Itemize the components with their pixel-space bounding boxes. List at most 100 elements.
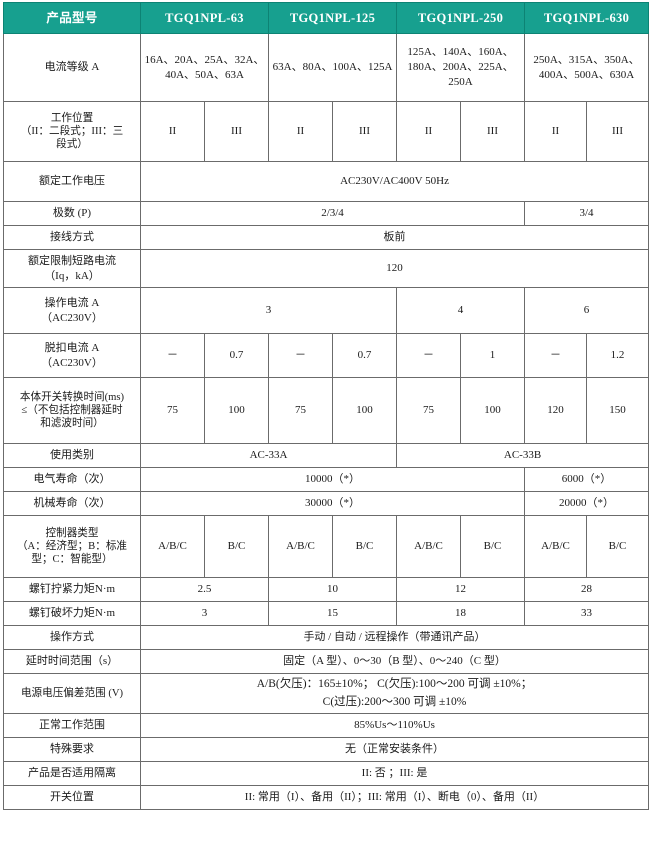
cell-mechanical-life-0: 30000（*） [139, 491, 526, 516]
cell-utilization-category-0: AC-33A [139, 443, 398, 468]
cell-controller-type-6: A/B/C [524, 515, 588, 578]
cell-normal-operating-range-0: 85%Us～110%Us [139, 713, 650, 738]
table-row-wiring-method: 接线方式 板前 [3, 225, 650, 250]
row-label-short-circuit-current-line2: （Iq，kA） [44, 269, 100, 282]
row-label-working-position-line1: 工作位置 [50, 112, 94, 124]
row-label-utilization-category: 使用类别 [3, 443, 141, 468]
row-label-switch-position: 开关位置 [3, 785, 141, 810]
table-row-controller-type: 控制器类型 （A：经济型；B：标准 型；C：智能型） A/B/C B/C A/B… [3, 515, 650, 578]
cell-breaking-torque-1: 15 [268, 601, 398, 626]
row-label-delay-time-range: 延时时间范围（s） [3, 649, 141, 674]
cell-voltage-deviation-line1: A/B(欠压)：165±10%； C(欠压):100～200 可调 ±10%； [256, 678, 533, 691]
header-model-2: TGQ1NPL-250 [396, 2, 526, 34]
cell-special-requirements-0: 无（正常安装条件） [139, 737, 650, 762]
cell-current-rating-1: 63A、80A、100A、125A [268, 33, 398, 102]
cell-switching-time-3: 100 [332, 377, 398, 444]
cell-switch-position-0: II: 常用（I）、备用（II）；III: 常用（I）、断电（0）、备用（II） [139, 785, 650, 810]
row-label-operating-current-line2: （AC230V） [41, 311, 103, 324]
row-label-working-position: 工作位置 （II：二段式；III：三 段式） [3, 101, 141, 162]
cell-poles-0: 2/3/4 [139, 201, 526, 226]
cell-switching-time-6: 120 [524, 377, 588, 444]
cell-switching-time-7: 150 [586, 377, 650, 444]
cell-tightening-torque-3: 28 [524, 577, 650, 602]
cell-tightening-torque-1: 10 [268, 577, 398, 602]
cell-rated-voltage-0: AC230V/AC400V 50Hz [139, 161, 650, 202]
table-row-short-circuit-current: 额定限制短路电流 （Iq，kA） 120 [3, 249, 650, 288]
row-label-tightening-torque: 螺钉拧紧力矩N·m [3, 577, 141, 602]
row-label-normal-operating-range: 正常工作范围 [3, 713, 141, 738]
cell-working-position-5: III [460, 101, 526, 162]
row-label-operating-current: 操作电流 A （AC230V） [3, 287, 141, 334]
cell-current-rating-2: 125A、140A、160A、180A、200A、225A、250A [396, 33, 526, 102]
cell-working-position-0: II [140, 101, 205, 162]
row-label-controller-type-line1: 控制器类型 [45, 527, 99, 539]
table-row-tightening-torque: 螺钉拧紧力矩N·m 2.5 10 12 28 [3, 577, 650, 602]
cell-breaking-torque-2: 18 [396, 601, 526, 626]
row-label-wiring-method: 接线方式 [3, 225, 141, 250]
row-label-electrical-life: 电气寿命（次） [3, 467, 141, 492]
header-model-3: TGQ1NPL-630 [524, 2, 650, 34]
table-row-trip-current: 脱扣电流 A （AC230V） － 0.7 － 0.7 － 1 － 1.2 [3, 333, 650, 378]
table-row-operating-current: 操作电流 A （AC230V） 3 4 6 [3, 287, 650, 334]
cell-breaking-torque-0: 3 [139, 601, 270, 626]
table-row-special-requirements: 特殊要求 无（正常安装条件） [3, 737, 650, 762]
row-label-controller-type: 控制器类型 （A：经济型；B：标准 型；C：智能型） [3, 515, 141, 578]
table-row-switching-time: 本体开关转换时间(ms) ≤（不包括控制器延时 和滤波时间） 75 100 75… [3, 377, 650, 444]
row-label-trip-current: 脱扣电流 A （AC230V） [3, 333, 141, 378]
cell-trip-current-7: 1.2 [586, 333, 650, 378]
cell-utilization-category-1: AC-33B [396, 443, 650, 468]
cell-breaking-torque-3: 33 [524, 601, 650, 626]
cell-working-position-4: II [396, 101, 462, 162]
row-label-poles: 极数 (P) [3, 201, 141, 226]
cell-trip-current-1: 0.7 [203, 333, 270, 378]
cell-tightening-torque-2: 12 [396, 577, 526, 602]
table-row-electrical-life: 电气寿命（次） 10000（*） 6000（*） [3, 467, 650, 492]
cell-trip-current-4: － [396, 333, 462, 378]
table-row-working-position: 工作位置 （II：二段式；III：三 段式） II III II III II … [3, 101, 650, 162]
cell-wiring-method-0: 板前 [139, 225, 650, 250]
cell-operating-current-1: 4 [396, 287, 526, 334]
table-row-utilization-category: 使用类别 AC-33A AC-33B [3, 443, 650, 468]
cell-mechanical-life-1: 20000（*） [524, 491, 650, 516]
table-row-delay-time-range: 延时时间范围（s） 固定（A 型）、0～30（B 型）、0～240（C 型） [3, 649, 650, 674]
cell-operating-current-0: 3 [139, 287, 398, 334]
row-label-trip-current-line2: （AC230V） [41, 356, 103, 369]
row-label-special-requirements: 特殊要求 [3, 737, 141, 762]
cell-trip-current-6: － [524, 333, 588, 378]
row-label-mechanical-life: 机械寿命（次） [3, 491, 141, 516]
cell-switching-time-4: 75 [396, 377, 462, 444]
row-label-working-position-line3: 段式） [56, 139, 88, 151]
cell-controller-type-7: B/C [586, 515, 650, 578]
cell-switching-time-1: 100 [203, 377, 270, 444]
row-label-short-circuit-current: 额定限制短路电流 （Iq，kA） [3, 249, 141, 288]
row-label-rated-voltage: 额定工作电压 [3, 161, 141, 202]
table-row-voltage-deviation: 电源电压偏差范围 (V) A/B(欠压)：165±10%； C(欠压):100～… [3, 673, 650, 714]
table-row-isolation-suitability: 产品是否适用隔离 II: 否 ；III: 是 [3, 761, 650, 786]
table-row-switch-position: 开关位置 II: 常用（I）、备用（II）；III: 常用（I）、断电（0）、备… [3, 785, 650, 810]
cell-operating-current-2: 6 [524, 287, 650, 334]
specification-table: 产品型号 TGQ1NPL-63 TGQ1NPL-125 TGQ1NPL-250 … [3, 2, 650, 810]
cell-short-circuit-current-0: 120 [139, 249, 650, 288]
row-label-controller-type-line2: （A：经济型；B：标准 [16, 540, 128, 552]
row-label-switching-time: 本体开关转换时间(ms) ≤（不包括控制器延时 和滤波时间） [3, 377, 141, 444]
cell-voltage-deviation: A/B(欠压)：165±10%； C(欠压):100～200 可调 ±10%； … [139, 673, 650, 714]
row-label-working-position-line2: （II：二段式；III：三 [20, 125, 124, 137]
cell-current-rating-0: 16A、20A、25A、32A、40A、50A、63A [139, 33, 270, 102]
cell-electrical-life-1: 6000（*） [524, 467, 650, 492]
row-label-switching-time-line3: 和滤波时间） [40, 418, 104, 430]
cell-switching-time-0: 75 [140, 377, 205, 444]
row-label-voltage-deviation: 电源电压偏差范围 (V) [3, 673, 141, 714]
table-row-breaking-torque: 螺钉破坏力矩N·m 3 15 18 33 [3, 601, 650, 626]
row-label-isolation-suitability: 产品是否适用隔离 [3, 761, 141, 786]
cell-isolation-suitability-0: II: 否 ；III: 是 [139, 761, 650, 786]
cell-working-position-3: III [332, 101, 398, 162]
cell-working-position-1: III [203, 101, 270, 162]
cell-controller-type-2: A/B/C [268, 515, 334, 578]
table-row-current-rating: 电流等级 A 16A、20A、25A、32A、40A、50A、63A 63A、8… [3, 33, 650, 102]
table-row-mechanical-life: 机械寿命（次） 30000（*） 20000（*） [3, 491, 650, 516]
cell-tightening-torque-0: 2.5 [139, 577, 270, 602]
row-label-short-circuit-current-line1: 额定限制短路电流 [28, 255, 116, 268]
row-label-current-rating: 电流等级 A [3, 33, 141, 102]
cell-controller-type-0: A/B/C [140, 515, 205, 578]
table-row-normal-operating-range: 正常工作范围 85%Us～110%Us [3, 713, 650, 738]
